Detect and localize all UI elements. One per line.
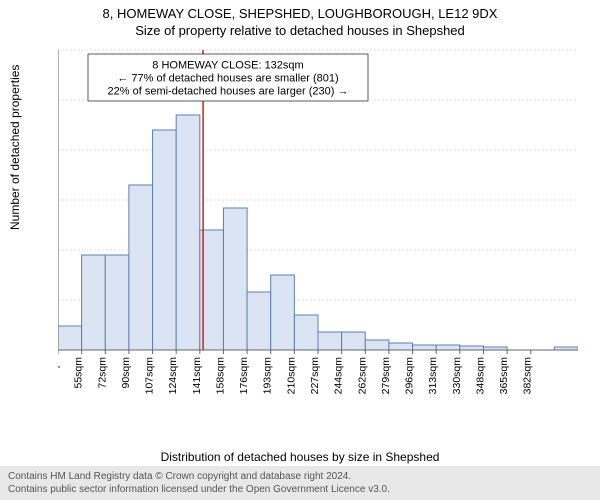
svg-text:158sqm: 158sqm — [214, 357, 226, 395]
svg-text:296sqm: 296sqm — [404, 357, 416, 395]
svg-text:262sqm: 262sqm — [356, 357, 368, 395]
svg-text:365sqm: 365sqm — [498, 357, 510, 395]
chart-svg: 05010015020025030038sqm55sqm72sqm90sqm10… — [58, 48, 578, 400]
svg-text:330sqm: 330sqm — [451, 357, 463, 395]
svg-text:348sqm: 348sqm — [474, 357, 486, 395]
svg-text:141sqm: 141sqm — [191, 357, 203, 395]
svg-text:176sqm: 176sqm — [238, 357, 250, 395]
svg-text:← 77% of detached houses are s: ← 77% of detached houses are smaller (80… — [117, 72, 338, 84]
svg-text:107sqm: 107sqm — [144, 357, 156, 395]
chart-title-main: 8, HOMEWAY CLOSE, SHEPSHED, LOUGHBOROUGH… — [0, 0, 600, 21]
svg-text:90sqm: 90sqm — [120, 357, 132, 389]
svg-text:244sqm: 244sqm — [333, 357, 345, 395]
svg-text:210sqm: 210sqm — [285, 357, 297, 395]
footer-line-1: Contains HM Land Registry data © Crown c… — [8, 470, 592, 483]
svg-text:227sqm: 227sqm — [309, 357, 321, 395]
svg-text:38sqm: 38sqm — [58, 357, 61, 389]
svg-text:193sqm: 193sqm — [262, 357, 274, 395]
y-axis-label: Number of detached properties — [8, 65, 22, 230]
svg-text:279sqm: 279sqm — [380, 357, 392, 395]
svg-text:55sqm: 55sqm — [73, 357, 85, 389]
svg-text:22% of semi-detached houses ar: 22% of semi-detached houses are larger (… — [108, 85, 349, 97]
svg-text:382sqm: 382sqm — [522, 357, 534, 395]
x-axis-label: Distribution of detached houses by size … — [0, 450, 600, 464]
svg-text:72sqm: 72sqm — [96, 357, 108, 389]
chart-plot: 05010015020025030038sqm55sqm72sqm90sqm10… — [58, 48, 578, 400]
footer-line-2: Contains public sector information licen… — [8, 483, 592, 496]
chart-title-sub: Size of property relative to detached ho… — [0, 21, 600, 38]
footer: Contains HM Land Registry data © Crown c… — [0, 466, 600, 500]
svg-text:124sqm: 124sqm — [167, 357, 179, 395]
svg-text:313sqm: 313sqm — [427, 357, 439, 395]
svg-text:8 HOMEWAY CLOSE: 132sqm: 8 HOMEWAY CLOSE: 132sqm — [152, 59, 303, 71]
